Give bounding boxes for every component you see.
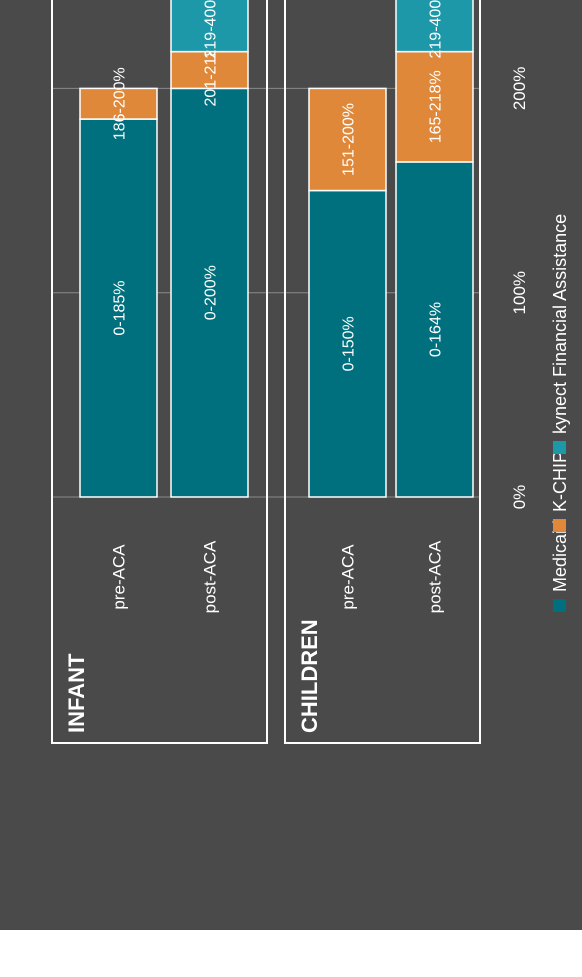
segment-label-0-1-2: 219-400% <box>203 0 220 58</box>
legend-swatch-0 <box>553 599 566 612</box>
legend-swatch-1 <box>553 519 566 532</box>
segment-label-1-0-1: 151-200% <box>341 103 358 176</box>
bar-label-1-1: post-ACA <box>426 540 445 613</box>
segment-label-0-0-1: 186-200% <box>112 67 129 140</box>
legend-label-0: Medicaid <box>550 520 570 592</box>
bar-label-0-1: post-ACA <box>201 540 220 613</box>
tick-label-1: 100% <box>510 271 529 314</box>
legend-swatch-2 <box>553 441 566 454</box>
segment-label-0-1-0: 0-200% <box>203 265 220 320</box>
segment-label-0-0-0: 0-185% <box>112 280 129 335</box>
segment-label-1-1-1: 165-218% <box>428 70 445 143</box>
segment-label-1-1-0: 0-164% <box>428 302 445 357</box>
tick-label-0: 0% <box>510 485 529 510</box>
segment-label-1-0-0: 0-150% <box>341 316 358 371</box>
bar-label-0-0: pre-ACA <box>110 544 129 610</box>
bar-segment-0-0-1 <box>79 87 158 120</box>
bar-segment-1-0-1 <box>308 87 387 192</box>
legend-label-2: kynect Financial Assistance <box>550 214 570 434</box>
group-panel-0 <box>51 0 268 744</box>
group-title-0: INFANT <box>64 653 89 733</box>
tick-label-2: 200% <box>510 67 529 110</box>
plot-group: INFANT pre-ACA 0-185% 186-200% post-ACA 0-200… <box>51 0 570 744</box>
bar-segment-1-1-2 <box>395 0 474 53</box>
bar-label-1-0: pre-ACA <box>339 544 358 610</box>
legend-label-1: K-CHIP <box>550 451 570 512</box>
group-title-1: CHILDREN <box>297 619 322 733</box>
bar-segment-0-1-2 <box>170 0 249 53</box>
segment-label-1-1-2: 219-400% <box>428 0 445 58</box>
group-panel-1 <box>284 0 481 744</box>
